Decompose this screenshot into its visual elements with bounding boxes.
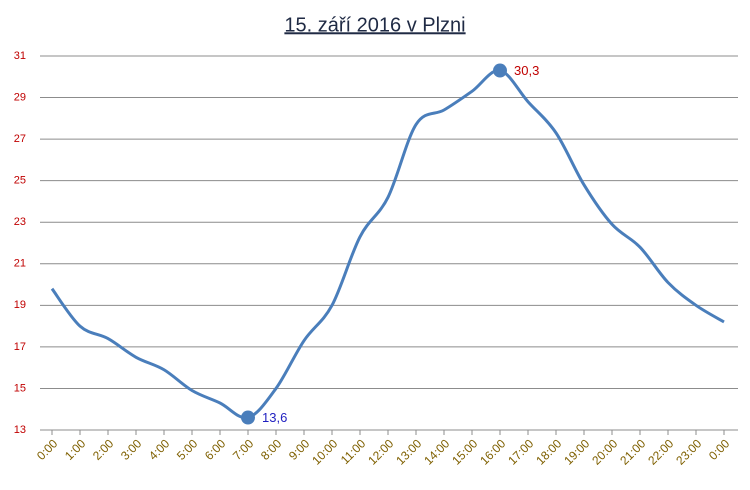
x-tick-label: 13:00 bbox=[393, 436, 424, 467]
x-tick-label: 7:00 bbox=[230, 436, 257, 463]
x-tick-label: 17:00 bbox=[505, 436, 536, 467]
x-tick-label: 4:00 bbox=[146, 436, 173, 463]
x-tick-label: 15:00 bbox=[449, 436, 480, 467]
line bbox=[50, 69, 725, 420]
point-marker bbox=[493, 63, 507, 78]
x-tick-label: 16:00 bbox=[477, 436, 508, 467]
y-tick-label: 15 bbox=[14, 382, 26, 394]
x-tick-label: 0:00 bbox=[706, 436, 733, 463]
x-tick-label: 23:00 bbox=[673, 436, 704, 467]
x-tick-label: 14:00 bbox=[421, 436, 452, 467]
y-tick-label: 13 bbox=[14, 424, 26, 436]
x-tick-label: 1:00 bbox=[62, 436, 89, 463]
x-tick-label: 5:00 bbox=[174, 436, 201, 463]
y-tick-label: 29 bbox=[14, 91, 26, 103]
x-tick-label: 12:00 bbox=[365, 436, 396, 467]
data-label: 30,3 bbox=[514, 63, 539, 78]
data-label: 13,6 bbox=[262, 410, 287, 425]
x-tick-label: 0:00 bbox=[34, 436, 61, 463]
y-tick-label: 21 bbox=[14, 258, 26, 270]
x-tick-label: 10:00 bbox=[309, 436, 340, 467]
point-marker bbox=[241, 410, 255, 425]
x-tick-label: 19:00 bbox=[561, 436, 592, 467]
x-tick-label: 8:00 bbox=[258, 436, 285, 463]
chart-title: 15. září 2016 v Plzni bbox=[284, 14, 465, 36]
x-tick-label: 3:00 bbox=[118, 436, 145, 463]
y-tick-label: 27 bbox=[14, 133, 26, 145]
y-tick-label: 19 bbox=[14, 299, 26, 311]
x-tick-label: 2:00 bbox=[90, 436, 117, 463]
x-tick-label: 11:00 bbox=[338, 436, 369, 467]
y-tick-label: 23 bbox=[14, 216, 26, 228]
y-tick-label: 31 bbox=[14, 50, 26, 62]
y-tick-label: 25 bbox=[14, 175, 26, 187]
x-tick-label: 9:00 bbox=[286, 436, 313, 463]
y-tick-label: 17 bbox=[14, 341, 26, 353]
x-tick-label: 21:00 bbox=[617, 436, 648, 467]
x-tick-label: 20:00 bbox=[589, 436, 620, 467]
x-tick-label: 6:00 bbox=[202, 436, 229, 463]
x-tick-label: 22:00 bbox=[645, 436, 676, 467]
x-tick-label: 18:00 bbox=[533, 436, 564, 467]
